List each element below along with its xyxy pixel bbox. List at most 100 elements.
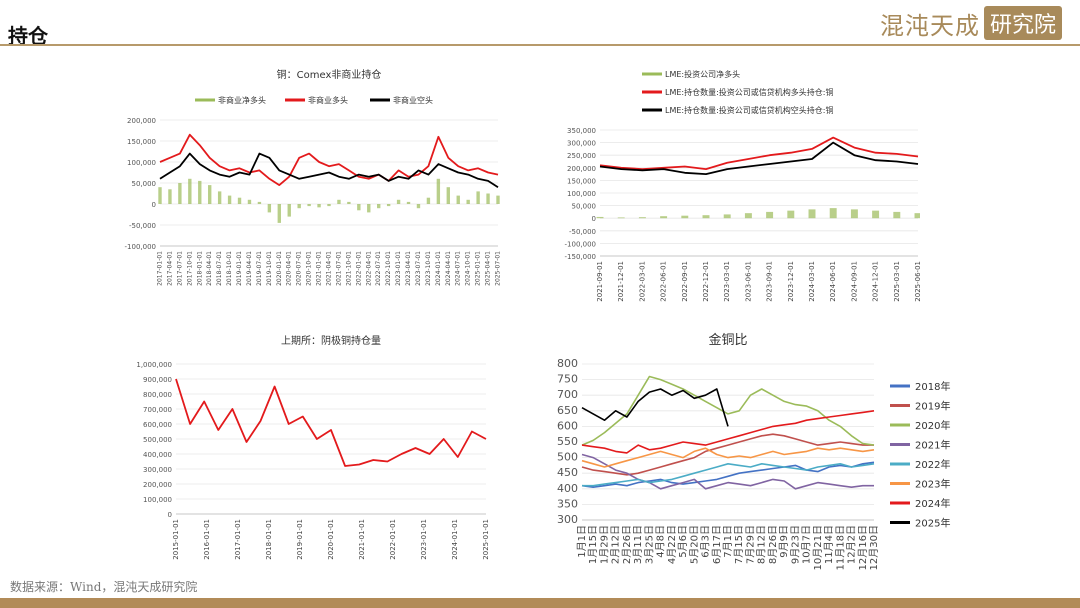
bar-LME:投资公司净多头 <box>893 211 901 219</box>
bar-非商业净多头 <box>496 195 500 204</box>
chart-title: 铜：Comex非商业持仓 <box>277 68 382 81</box>
series-line-2022年 <box>582 463 875 487</box>
x-tick-label: 2019-01-01 <box>236 251 243 286</box>
x-tick-label: 2025-06-01 <box>914 261 920 302</box>
bar-非商业净多头 <box>426 197 431 204</box>
logo-text: 混沌天成 <box>879 11 980 40</box>
x-tick-label: 10月21日 <box>812 525 824 570</box>
x-tick-label: 9月9日 <box>778 525 790 558</box>
y-tick-label: 800,000 <box>143 391 172 399</box>
y-tick-label: 100,000 <box>127 159 156 167</box>
x-tick-label: 2021-07-01 <box>335 251 342 286</box>
bar-非商业净多头 <box>476 191 480 204</box>
x-tick-label: 2022-12-01 <box>702 261 710 302</box>
legend-label: 非商业多头 <box>308 95 348 105</box>
x-tick-label: 9月23日 <box>789 525 801 564</box>
x-tick-label: 2022-01-01 <box>389 519 397 560</box>
series-line-非商业多头 <box>159 133 499 186</box>
bar-非商业净多头 <box>257 201 262 204</box>
bar-非商业净多头 <box>337 199 341 204</box>
x-tick-label: 4月22日 <box>666 525 678 564</box>
x-tick-label: 2020-04-01 <box>286 251 293 286</box>
x-tick-label: 2018-01-01 <box>265 519 273 560</box>
legend-label: 非商业净多头 <box>218 95 266 105</box>
y-tick-label: 400 <box>557 482 578 495</box>
x-tick-label: 5月20日 <box>688 525 700 564</box>
x-tick-label: 2025-04-01 <box>485 251 492 286</box>
chart-title: 上期所：阴极铜持仓量 <box>281 334 381 347</box>
x-tick-label: 2021-10-01 <box>345 251 352 286</box>
x-tick-label: 2020-01-01 <box>276 251 283 286</box>
x-tick-label: 2017-07-01 <box>176 251 183 286</box>
bar-非商业净多头 <box>396 199 401 204</box>
bar-非商业净多头 <box>227 195 232 204</box>
y-tick-label: 0 <box>592 215 596 223</box>
legend-label: LME:持仓数量:投资公司或信贷机构多头持仓:铜 <box>665 87 834 97</box>
x-tick-label: 2024-01-01 <box>435 251 442 286</box>
footer-bar <box>0 598 1080 608</box>
y-tick-label: 200,000 <box>143 481 172 489</box>
x-tick-label: 2025-03-01 <box>893 261 901 302</box>
x-tick-label: 2月26日 <box>621 525 633 564</box>
y-tick-label: 0 <box>152 201 156 209</box>
bar-非商业净多头 <box>217 191 222 204</box>
series-line-value <box>175 378 487 467</box>
y-tick-label: 800 <box>557 357 578 370</box>
y-tick-label: 700 <box>557 388 578 401</box>
bar-非商业净多头 <box>347 201 351 204</box>
x-tick-label: 2月12日 <box>610 525 622 564</box>
x-tick-label: 2020-01-01 <box>327 519 335 560</box>
y-tick-label: 300,000 <box>143 466 172 474</box>
x-tick-label: 2022-04-01 <box>365 251 372 286</box>
bar-LME:投资公司净多头 <box>829 208 837 219</box>
bar-非商业净多头 <box>158 187 162 204</box>
y-tick-label: 50,000 <box>132 180 157 188</box>
x-tick-label: 3月11日 <box>632 525 644 564</box>
bar-非商业净多头 <box>198 180 202 204</box>
y-tick-label: 350,000 <box>567 127 596 135</box>
x-tick-label: 1月15日 <box>587 525 599 564</box>
legend-label: 非商业空头 <box>393 95 433 105</box>
bar-非商业净多头 <box>357 204 361 211</box>
bar-LME:投资公司净多头 <box>723 214 731 219</box>
y-tick-label: -150,000 <box>565 253 596 261</box>
x-tick-label: 2024-10-01 <box>465 251 472 286</box>
y-tick-label: -50,000 <box>569 228 596 236</box>
x-tick-label: 7月1日 <box>722 525 734 558</box>
x-tick-label: 2021-12-01 <box>617 261 625 302</box>
series-line-非商业空头 <box>159 152 499 188</box>
x-tick-label: 2022-09-01 <box>681 261 689 302</box>
x-tick-label: 4月8日 <box>655 525 667 558</box>
bar-非商业净多头 <box>178 183 182 204</box>
y-tick-label: 750 <box>557 373 578 386</box>
x-tick-label: 2023-09-01 <box>766 261 774 302</box>
y-tick-label: -50,000 <box>129 222 156 230</box>
legend-label: LME:投资公司净多头 <box>665 69 740 79</box>
bar-非商业净多头 <box>406 201 411 204</box>
y-tick-label: 100,000 <box>143 496 172 504</box>
y-tick-label: 600 <box>557 419 578 432</box>
x-tick-label: 2022-07-01 <box>375 251 382 286</box>
y-tick-label: 500 <box>557 451 578 464</box>
x-tick-label: 2025-07-01 <box>495 251 502 286</box>
x-tick-label: 2019-04-01 <box>246 251 253 286</box>
x-tick-label: 6月17日 <box>711 525 723 564</box>
y-tick-label: 300,000 <box>567 140 596 148</box>
chart-title: 金铜比 <box>708 332 747 348</box>
x-tick-label: 12月2日 <box>846 525 858 564</box>
bar-非商业净多头 <box>267 204 272 213</box>
legend-label: 2023年 <box>915 478 950 491</box>
y-tick-label: 500,000 <box>143 436 172 444</box>
x-tick-label: 11月4日 <box>823 525 835 564</box>
x-tick-label: 2024-06-01 <box>829 261 837 302</box>
legend-label: 2024年 <box>915 497 950 510</box>
bar-LME:投资公司净多头 <box>808 209 816 219</box>
x-tick-label: 2024-01-01 <box>451 519 459 560</box>
x-tick-label: 2019-01-01 <box>296 519 304 560</box>
bar-LME:投资公司净多头 <box>660 216 668 219</box>
x-tick-label: 5月6日 <box>677 525 689 558</box>
y-tick-label: 600,000 <box>143 421 172 429</box>
bar-非商业净多头 <box>277 204 281 223</box>
y-tick-label: 250,000 <box>567 152 596 160</box>
series-line-LME:持仓数量:投资公司或信贷机构空头持仓:铜 <box>599 141 919 175</box>
